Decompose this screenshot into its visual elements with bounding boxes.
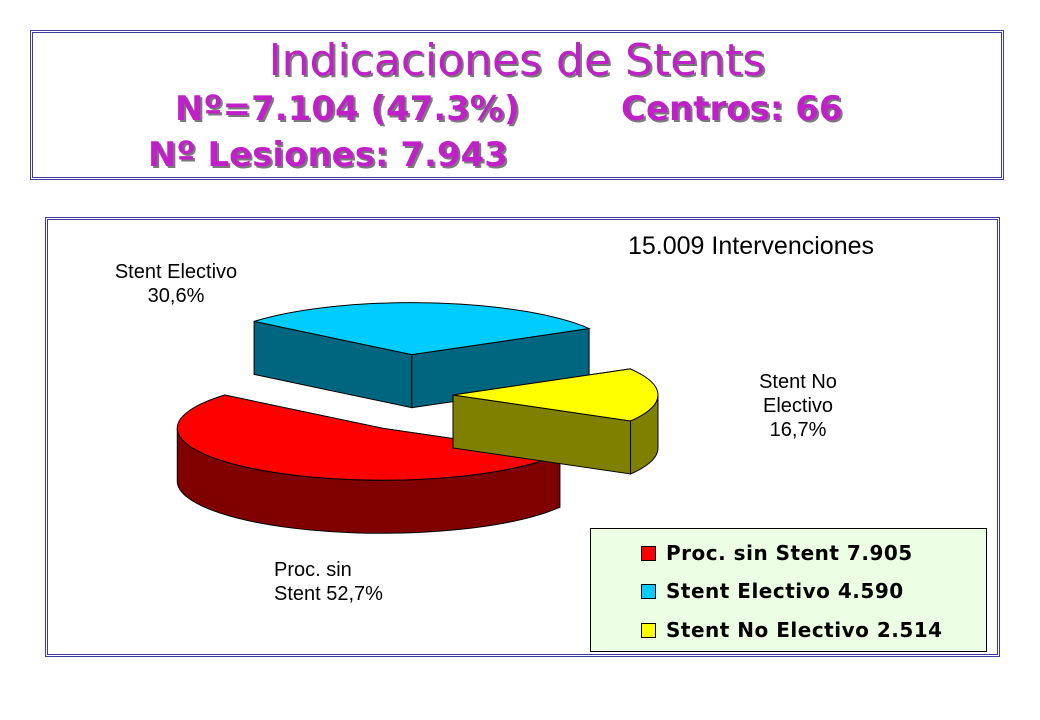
pie-top-electivo — [253, 302, 591, 356]
slice-label-electivo-pct: 30,6% — [147, 285, 205, 307]
legend-label-no-electivo: Stent No Electivo 2.514 — [666, 618, 943, 642]
pie-top-sin-stent — [176, 394, 562, 481]
legend-swatch-cyan — [641, 583, 656, 599]
pie-chart — [176, 302, 659, 534]
slice-label-electivo: Stent Electivo 30,6% — [86, 260, 266, 308]
pie-slice-no-electivo — [452, 368, 659, 475]
title-box: Indicaciones de Stents Nº=7.104 (47.3%) … — [30, 30, 1004, 180]
legend-label-sin-stent: Proc. sin Stent 7.905 — [666, 541, 913, 565]
legend-label-electivo: Stent Electivo 4.590 — [666, 579, 904, 603]
pie-top-no-electivo — [452, 368, 659, 422]
subtitle-centers: Centros: 66 — [621, 89, 843, 129]
slice-label-sin-stent-l1: Proc. sin — [274, 559, 352, 581]
slice-label-electivo-name: Stent Electivo — [114, 261, 238, 283]
slice-label-no-electivo-pct: 16,7% — [769, 419, 827, 441]
slice-label-no-electivo: Stent No Electivo 16,7% — [738, 370, 858, 442]
legend-item-electivo: Stent Electivo 4.590 — [641, 579, 904, 603]
legend-swatch-red — [641, 545, 656, 561]
main-title: Indicaciones de Stents — [268, 35, 766, 86]
legend-swatch-yellow — [641, 622, 656, 638]
chart-title: 15.009 Intervenciones — [628, 232, 875, 260]
slice-label-sin-stent-l2: Stent 52,7% — [274, 583, 383, 605]
subtitle-lesions: Nº Lesiones: 7.943 — [148, 135, 508, 175]
chart-area: 15.009 Intervenciones Stent Electivo 30,… — [45, 217, 1000, 657]
subtitle-count: Nº=7.104 (47.3%) — [175, 89, 520, 129]
slice-label-no-electivo-l1: Stent No — [759, 371, 837, 393]
legend-item-sin-stent: Proc. sin Stent 7.905 — [641, 541, 913, 565]
legend: Proc. sin Stent 7.905 Stent Electivo 4.5… — [590, 528, 987, 652]
slice-label-sin-stent: Proc. sin Stent 52,7% — [274, 558, 424, 606]
legend-item-no-electivo: Stent No Electivo 2.514 — [641, 618, 943, 642]
slice-label-no-electivo-l2: Electivo — [762, 395, 834, 417]
